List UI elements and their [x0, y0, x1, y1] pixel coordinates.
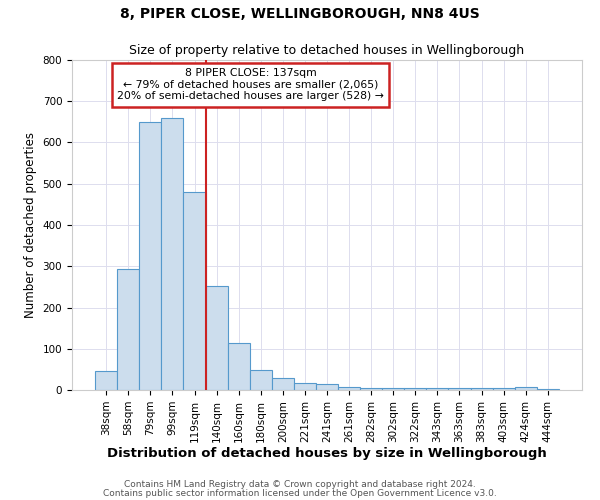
Y-axis label: Number of detached properties: Number of detached properties	[24, 132, 37, 318]
Bar	[184, 192, 206, 390]
Bar	[360, 388, 382, 390]
Bar	[493, 388, 515, 390]
Text: 8, PIPER CLOSE, WELLINGBOROUGH, NN8 4US: 8, PIPER CLOSE, WELLINGBOROUGH, NN8 4US	[120, 8, 480, 22]
X-axis label: Distribution of detached houses by size in Wellingborough: Distribution of detached houses by size …	[107, 448, 547, 460]
Bar	[117, 269, 139, 390]
Bar	[227, 342, 250, 390]
Text: Contains HM Land Registry data © Crown copyright and database right 2024.: Contains HM Land Registry data © Crown c…	[124, 480, 476, 489]
Bar	[161, 118, 184, 390]
Bar	[139, 122, 161, 390]
Bar	[338, 386, 360, 390]
Bar	[404, 388, 427, 390]
Bar	[537, 389, 559, 390]
Bar	[515, 387, 537, 390]
Bar	[382, 388, 404, 390]
Bar	[294, 383, 316, 390]
Bar	[250, 370, 272, 390]
Title: Size of property relative to detached houses in Wellingborough: Size of property relative to detached ho…	[130, 44, 524, 58]
Bar	[470, 388, 493, 390]
Bar	[272, 378, 294, 390]
Text: 8 PIPER CLOSE: 137sqm
← 79% of detached houses are smaller (2,065)
20% of semi-d: 8 PIPER CLOSE: 137sqm ← 79% of detached …	[117, 68, 384, 102]
Text: Contains public sector information licensed under the Open Government Licence v3: Contains public sector information licen…	[103, 488, 497, 498]
Bar	[448, 388, 470, 390]
Bar	[427, 388, 448, 390]
Bar	[95, 372, 117, 390]
Bar	[316, 384, 338, 390]
Bar	[206, 286, 227, 390]
